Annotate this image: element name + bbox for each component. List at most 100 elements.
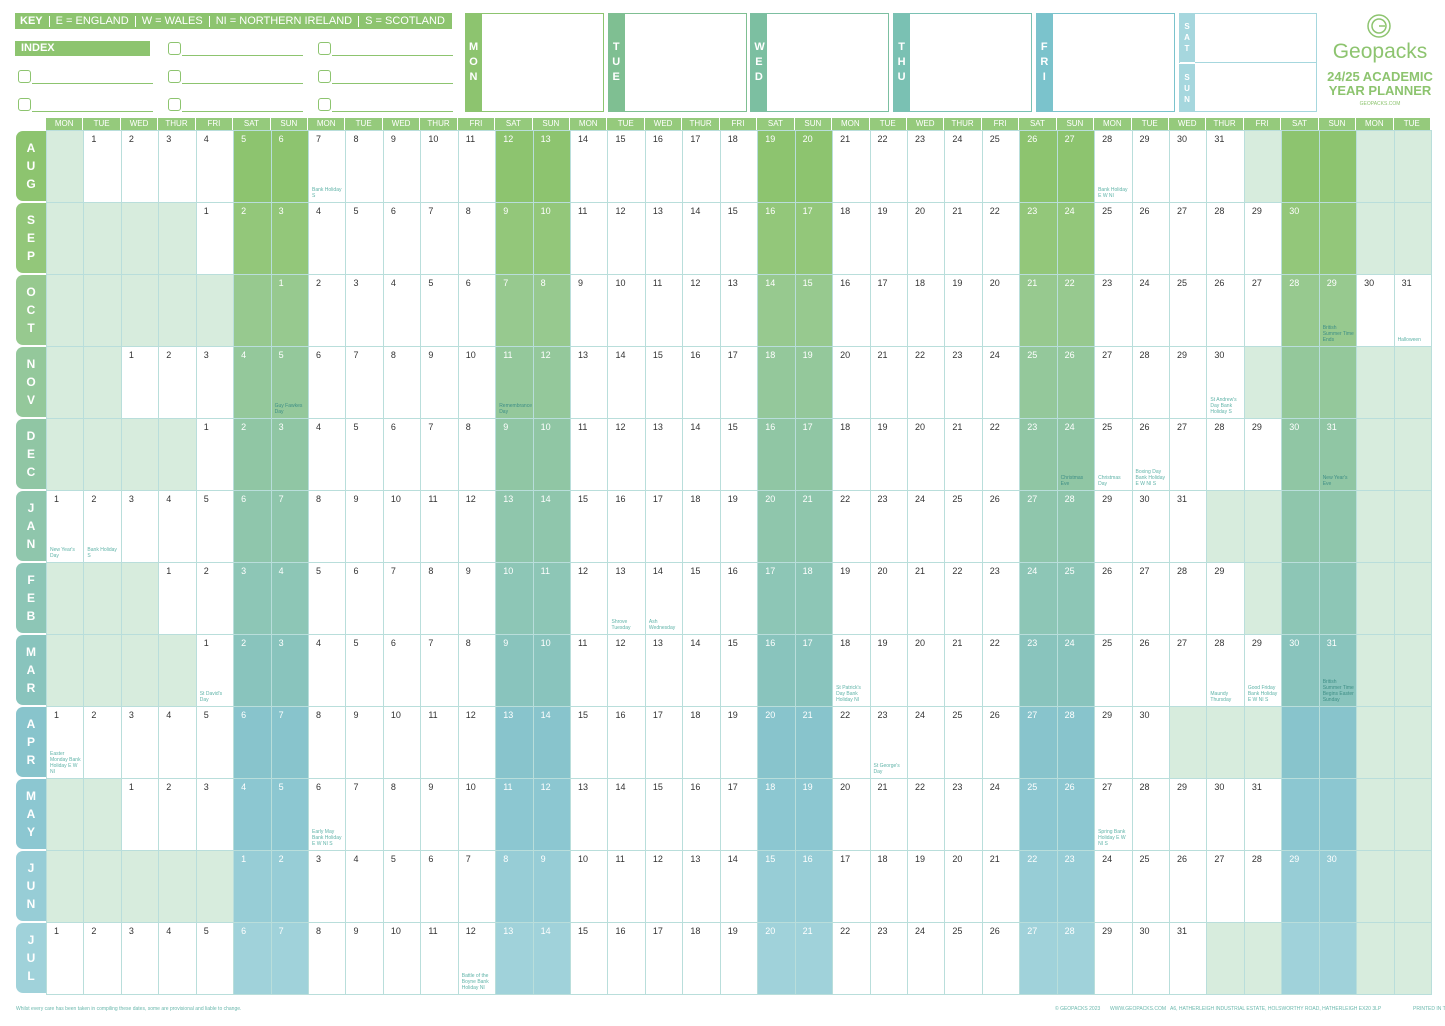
day-number: 4 (316, 638, 322, 648)
day-number: 19 (840, 566, 851, 576)
day-cell: 22 (981, 418, 1021, 491)
day-number: 12 (503, 134, 514, 144)
day-number: 22 (1064, 278, 1075, 288)
day-cell: 20 (944, 850, 983, 923)
day-number: 6 (390, 422, 396, 432)
day-cell: 9 (570, 274, 609, 347)
day-cell: 29 (1094, 922, 1133, 995)
day-cell: 7 (270, 706, 310, 779)
day-number: 15 (578, 710, 589, 720)
day-cell (158, 634, 197, 707)
month-tab: AUG (16, 131, 46, 201)
day-cell: 9 (382, 130, 422, 203)
day-cell: 7 (382, 562, 422, 635)
day-cell: 27 (1243, 274, 1283, 347)
day-number: 19 (877, 206, 888, 216)
day-number: 28 (1064, 926, 1075, 936)
day-cell: 24 (1056, 634, 1096, 707)
day-number: 7 (428, 206, 434, 216)
day-cell: 14 (682, 418, 721, 491)
day-number: 27 (1064, 134, 1075, 144)
day-cell: 9 (495, 634, 534, 707)
day-cell (120, 274, 160, 347)
day-cell: 2 (233, 418, 272, 491)
day-cell: 4 (233, 778, 272, 851)
day-cell: 19 (832, 562, 871, 635)
day-number: 28 (1214, 206, 1225, 216)
day-cell: 17 (644, 706, 684, 779)
day-number: 20 (914, 638, 925, 648)
day-number: 9 (465, 566, 471, 576)
day-cell: 6 (233, 490, 272, 563)
day-cell: 8 (420, 562, 459, 635)
day-number: 28 (1176, 566, 1187, 576)
day-cell: 13 (495, 706, 534, 779)
day-cell: 26 Boxing Day Bank Holiday E W NI S (1131, 418, 1170, 491)
day-number: 19 (877, 638, 888, 648)
day-number: 31 (1401, 278, 1412, 288)
day-number: 6 (241, 710, 247, 720)
day-cell: 14 (682, 202, 721, 275)
day-number: 3 (353, 278, 359, 288)
day-cell: 17 (794, 418, 834, 491)
day-number: 16 (690, 782, 701, 792)
day-cell: 15 (607, 130, 646, 203)
day-cell: 17 (719, 346, 759, 419)
day-cell: 30 St Andrew's Day Bank Holiday S (1206, 346, 1245, 419)
day-cell: 23 (944, 346, 983, 419)
day-number: 21 (952, 206, 963, 216)
day-number: 29 (1214, 566, 1225, 576)
day-cell: 18 (757, 346, 796, 419)
holiday-note: New Year's Day (50, 547, 75, 559)
day-number: 22 (877, 134, 888, 144)
day-cell: 10 (420, 130, 459, 203)
day-cell: 14 (532, 490, 572, 563)
day-cell: 19 (944, 274, 983, 347)
day-number: 19 (765, 134, 776, 144)
day-number: 4 (203, 134, 209, 144)
day-cell: 15 (570, 490, 609, 563)
day-cell: 17 (757, 562, 796, 635)
day-cell: 29 (1168, 778, 1208, 851)
day-cell (1243, 130, 1283, 203)
day-cell: 3 (158, 130, 197, 203)
day-cell: 6 (308, 346, 347, 419)
day-number: 22 (989, 638, 1000, 648)
day-cell: 22 (981, 634, 1021, 707)
day-cell: 1 (233, 850, 272, 923)
day-cell (1393, 346, 1432, 419)
day-number: 22 (952, 566, 963, 576)
day-cell: 15 (570, 706, 609, 779)
day-number: 18 (690, 926, 701, 936)
day-number: 3 (203, 782, 209, 792)
day-number: 15 (765, 854, 776, 864)
day-cell: 16 (682, 778, 721, 851)
day-cell: 20 (906, 634, 946, 707)
day-cell: 28 Bank Holiday E W NI (1094, 130, 1133, 203)
day-number: 4 (390, 278, 396, 288)
day-cell (120, 850, 160, 923)
day-cell (1318, 706, 1358, 779)
day-cell: 19 (906, 850, 946, 923)
logo-name: Geopacks (1332, 40, 1428, 63)
day-cell: 10 (532, 202, 572, 275)
day-cell: 28 (1131, 346, 1170, 419)
day-cell: 29 British Summer Time Ends (1318, 274, 1358, 347)
checkbox (18, 70, 31, 83)
day-cell: 1 (195, 202, 235, 275)
day-cell: 11 (495, 778, 534, 851)
day-number: 5 (203, 494, 209, 504)
day-cell: 25 (1094, 202, 1133, 275)
day-number: 9 (578, 278, 584, 288)
day-cell: 20 (832, 346, 871, 419)
day-cell: 24 Christmas Eve (1056, 418, 1096, 491)
day-number: 5 (278, 350, 284, 360)
day-cell (1206, 922, 1245, 995)
day-number: 16 (765, 206, 776, 216)
day-number: 21 (802, 494, 813, 504)
day-cell: 15 (719, 634, 759, 707)
day-number: 26 (1176, 854, 1187, 864)
day-number: 1 (54, 926, 60, 936)
holiday-note: Shrove Tuesday (611, 619, 631, 631)
